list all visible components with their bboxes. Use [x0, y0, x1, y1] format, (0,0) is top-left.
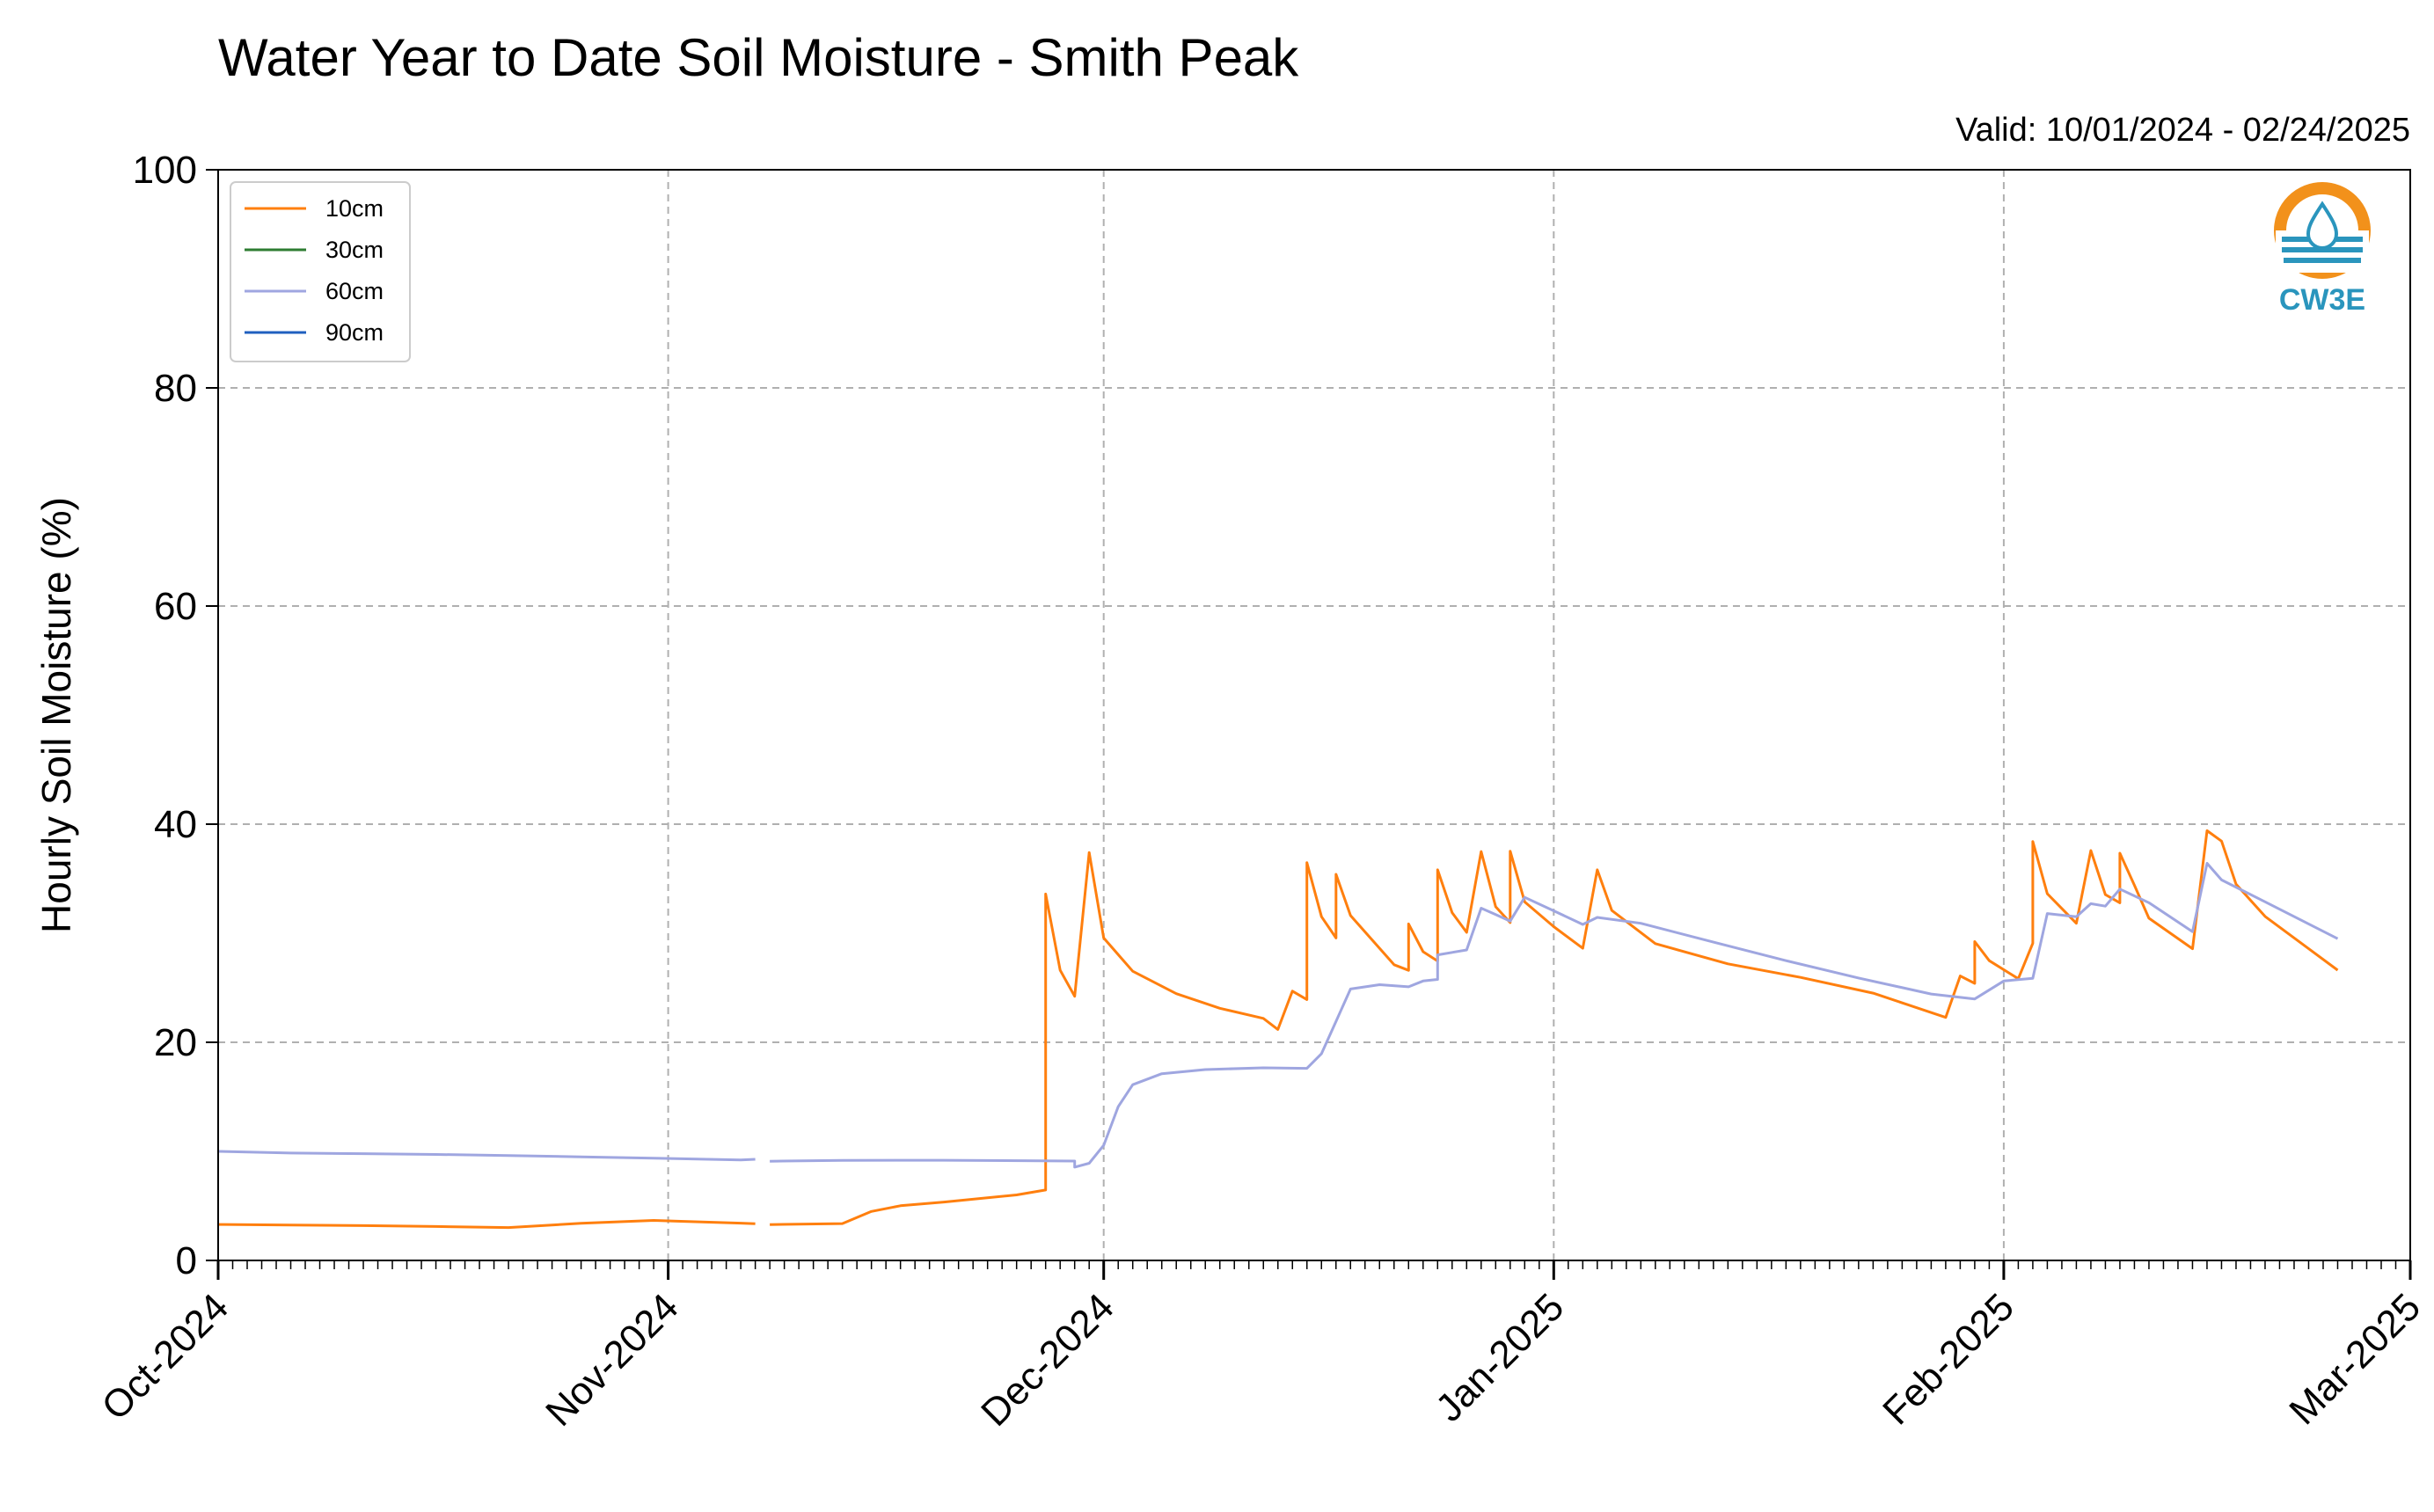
x-tick-label: Feb-2025 [1875, 1285, 2022, 1433]
x-tick-label: Jan-2025 [1428, 1285, 1572, 1429]
y-tick-label: 0 [176, 1239, 197, 1282]
chart-subtitle: Valid: 10/01/2024 - 02/24/2025 [1955, 112, 2410, 149]
x-tick-label: Mar-2025 [2281, 1285, 2429, 1433]
legend-label-30cm: 30cm [325, 237, 384, 263]
legend: 10cm 30cm 60cm 90cm [230, 181, 411, 362]
series-lines [217, 829, 2339, 1230]
legend-label-90cm: 90cm [325, 319, 384, 346]
y-tick-label: 40 [154, 803, 197, 846]
x-tick-label: Nov-2024 [537, 1285, 687, 1435]
chart-title: Water Year to Date Soil Moisture - Smith… [218, 28, 1299, 87]
y-axis-label: Hourly Soil Moisture (%) [33, 497, 79, 933]
legend-label-60cm: 60cm [325, 278, 384, 304]
y-tick-label: 60 [154, 585, 197, 628]
x-tick-label: Oct-2024 [93, 1285, 237, 1428]
series-line-60cm [217, 862, 2339, 1169]
series-line-10cm [217, 829, 2339, 1230]
y-tick-label: 100 [133, 149, 197, 192]
y-tick-label: 80 [154, 367, 197, 410]
cw3e-logo: CW3E [2274, 182, 2371, 317]
legend-box [230, 181, 411, 362]
y-tick-label: 20 [154, 1021, 197, 1064]
logo-text: CW3E [2279, 283, 2365, 317]
water-drop-logo-icon [2274, 182, 2371, 279]
legend-label-10cm: 10cm [325, 195, 384, 222]
axes: 0 20 40 60 80 100 Oct-2024 Nov-2024 Dec-2024 Jan-… [93, 149, 2429, 1435]
grid-lines [218, 170, 2410, 1260]
x-tick-label: Dec-2024 [973, 1285, 1122, 1435]
plot-frame [217, 169, 2411, 1261]
